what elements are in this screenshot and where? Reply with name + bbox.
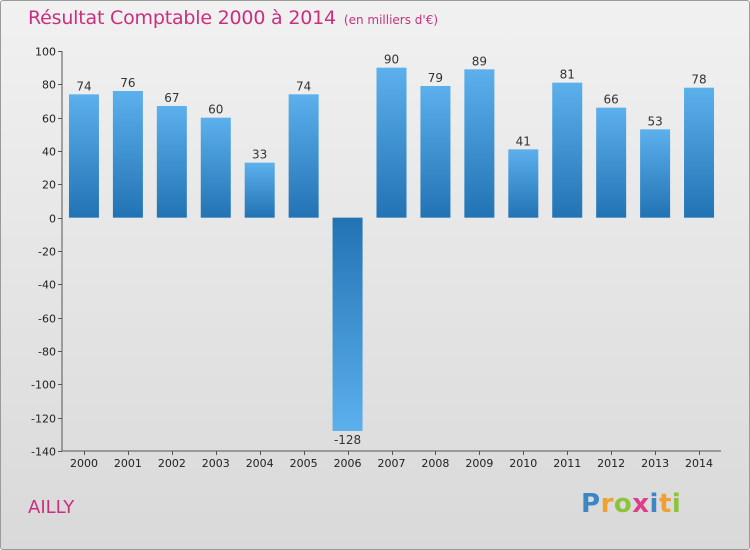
bar [68,94,99,218]
y-tick-label: 20 [42,179,56,192]
logo-letter: i [671,489,682,519]
bar [552,82,583,218]
bar [200,117,231,218]
data-label: 41 [516,134,531,148]
data-label: 76 [120,76,135,90]
data-label: 60 [208,103,223,117]
bar [420,86,451,218]
commune-name: AILLY [28,497,75,518]
data-label: 74 [76,79,91,93]
bar [112,91,143,218]
y-tick-label: -60 [38,313,56,326]
bar [508,149,539,218]
chart-title: Résultat Comptable 2000 à 2014 (en millie… [28,7,438,29]
bar [640,129,671,218]
proxiti-logo: Proxiti [581,489,681,519]
x-tick-label: 2012 [597,457,625,470]
bar [156,106,187,218]
y-tick-label: -120 [31,413,56,426]
x-tick-label: 2004 [246,457,274,470]
bar [376,67,407,218]
bar [244,162,275,218]
y-tick-label: 80 [42,79,56,92]
bar [684,87,715,218]
logo-letter: t [658,489,672,519]
x-tick-label: 2010 [509,457,537,470]
bar [464,69,495,218]
x-tick-label: 2007 [378,457,406,470]
y-tick-label: -40 [38,279,56,292]
x-tick-label: 2008 [421,457,449,470]
data-label: 67 [164,91,179,105]
data-label: 33 [252,148,267,162]
data-label: 53 [647,114,662,128]
bar [288,94,319,218]
data-label: 79 [428,71,443,85]
x-tick-label: 2000 [70,457,98,470]
data-label: 66 [604,93,619,107]
y-tick-label: -140 [31,446,56,459]
x-tick-label: 2013 [641,457,669,470]
logo-letter: P [581,489,601,519]
data-label: 78 [691,73,706,87]
data-label: 89 [472,54,487,68]
title-text: Résultat Comptable 2000 à 2014 [28,7,336,29]
x-tick-label: 2006 [334,457,362,470]
x-tick-label: 2003 [202,457,230,470]
logo-letter: i [649,489,659,519]
y-tick-label: 0 [49,213,56,226]
chart-subtitle: (en milliers d'€) [343,13,439,27]
y-tick-label: -100 [31,379,56,392]
y-tick-label: -20 [38,246,56,259]
bar [332,217,363,431]
data-label: 90 [384,53,399,67]
y-tick-label: -80 [38,346,56,359]
logo-letter: r [600,489,614,519]
data-label: 81 [560,68,575,82]
x-tick-label: 2014 [685,457,713,470]
y-tick-label: 60 [42,113,56,126]
logo-letter: o [613,489,633,519]
x-tick-label: 2001 [114,457,142,470]
x-tick-label: 2009 [465,457,493,470]
y-tick-label: 100 [35,46,56,59]
x-tick-label: 2002 [158,457,186,470]
x-tick-label: 2011 [553,457,581,470]
data-label: 74 [296,79,311,93]
bar [596,107,627,218]
y-tick-label: 40 [42,146,56,159]
data-label: -128 [334,433,361,447]
logo-letter: x [632,489,650,519]
x-tick-label: 2005 [290,457,318,470]
